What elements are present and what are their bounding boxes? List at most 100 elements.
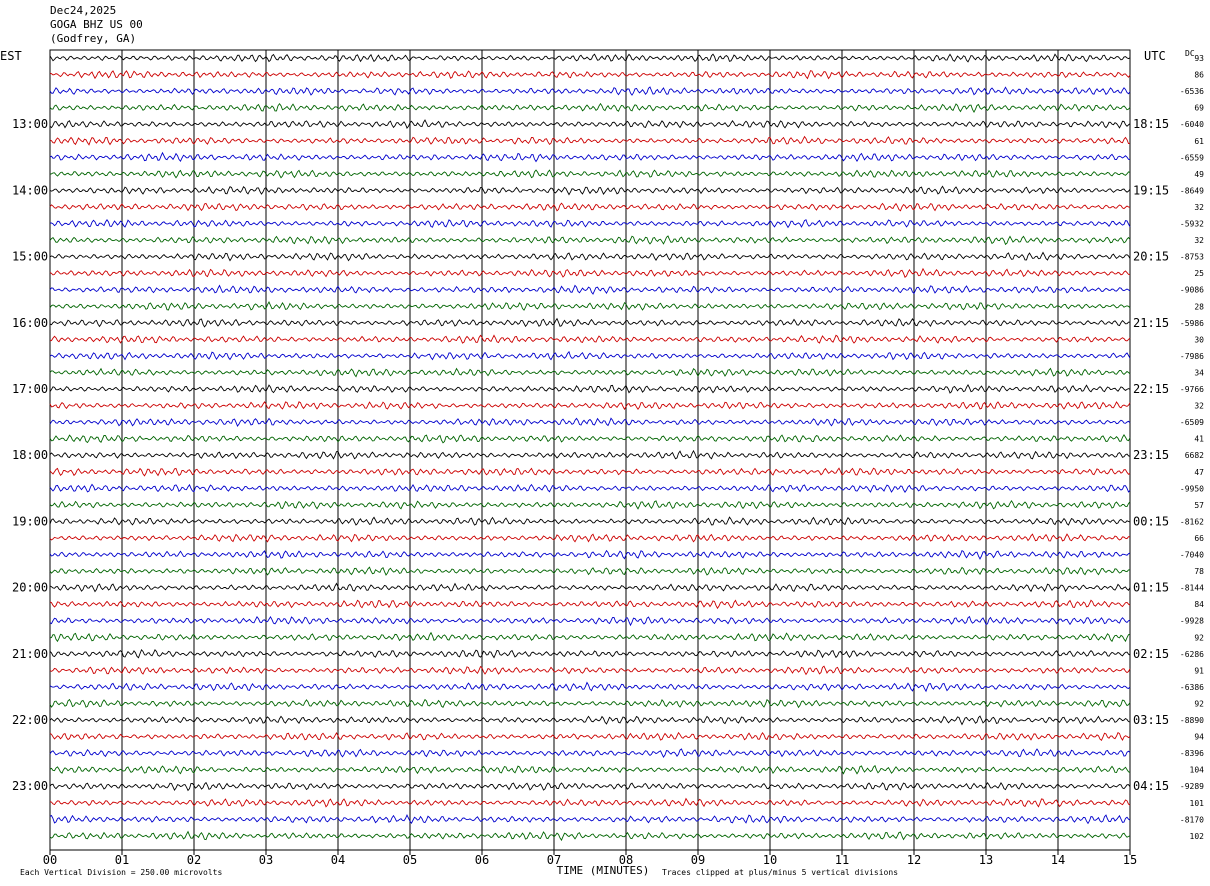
trace-line	[49, 102, 1131, 114]
x-tick-label: 11	[835, 853, 849, 867]
trace-line	[49, 549, 1131, 560]
dc-offset-label: -6536	[1180, 87, 1204, 96]
trace-line	[49, 715, 1131, 726]
dc-offset-label: -9086	[1180, 286, 1204, 295]
left-hour-label: 16:00	[12, 316, 48, 330]
right-hour-label: 02:15	[1133, 647, 1169, 661]
trace-line	[49, 434, 1131, 444]
trace-line	[49, 516, 1131, 526]
axis-labels: 00 01 02 03 04 05 06 07 08 09 10 11 12 13 14 15 TIME (MI…	[0, 49, 1204, 877]
scale-note: Each Vertical Division = 250.00 microvol…	[20, 868, 223, 877]
trace-line	[49, 169, 1131, 179]
trace-line	[49, 748, 1131, 758]
header-block: Dec24,2025 GOGA BHZ US 00 (Godfrey, GA)	[50, 4, 143, 46]
dc-offset-label: -8396	[1180, 749, 1204, 758]
dc-offset-label: -9950	[1180, 484, 1204, 493]
x-tick-label: 03	[259, 853, 273, 867]
trace-line	[49, 582, 1131, 593]
dc-label: DC	[1185, 49, 1195, 58]
trace-line	[49, 70, 1131, 80]
dc-offset-label: 84	[1194, 600, 1204, 609]
dc-offset-label: -7986	[1180, 352, 1204, 361]
left-hour-label: 22:00	[12, 713, 48, 727]
dc-offset-label: 69	[1194, 104, 1204, 113]
left-hour-label: 23:00	[12, 779, 48, 793]
right-hour-label: 19:15	[1133, 183, 1169, 197]
right-timezone-label: UTC	[1144, 49, 1166, 63]
dc-offset-label: -9766	[1180, 385, 1204, 394]
dc-offset-label: 101	[1190, 799, 1205, 808]
left-hour-label: 17:00	[12, 382, 48, 396]
chart-grid	[49, 49, 1131, 855]
left-hour-label: 19:00	[12, 514, 48, 528]
x-tick-label: 01	[115, 853, 129, 867]
dc-offset-label: 30	[1194, 335, 1204, 344]
x-tick-label: 04	[331, 853, 345, 867]
location-label: (Godfrey, GA)	[50, 32, 137, 45]
trace-line	[49, 367, 1131, 378]
dc-offset-label: 78	[1194, 567, 1204, 576]
trace-line	[49, 401, 1131, 411]
trace-line	[49, 202, 1131, 212]
trace-line	[49, 781, 1131, 792]
trace-line	[49, 764, 1131, 775]
right-hour-label: 22:15	[1133, 382, 1169, 396]
x-tick-label: 14	[1051, 853, 1065, 867]
x-tick-label: 02	[187, 853, 201, 867]
x-tick-label: 12	[907, 853, 921, 867]
x-tick-label: 15	[1123, 853, 1137, 867]
trace-line	[49, 649, 1131, 659]
dc-offset-label: -8890	[1180, 716, 1204, 725]
dc-offset-label: 47	[1194, 468, 1204, 477]
x-tick-label: 05	[403, 853, 417, 867]
trace-line	[49, 698, 1131, 709]
trace-line	[49, 185, 1131, 196]
trace-line	[49, 615, 1131, 627]
right-hour-label: 20:15	[1133, 250, 1169, 264]
x-tick-label: 00	[43, 853, 57, 867]
x-tick-label: 08	[619, 853, 633, 867]
dc-offset-label: 102	[1190, 832, 1205, 841]
dc-offset-label: 57	[1194, 501, 1204, 510]
dc-offset-label: 32	[1194, 203, 1204, 212]
dc-offset-label: 92	[1194, 699, 1204, 708]
x-tick-label: 13	[979, 853, 993, 867]
trace-line	[49, 334, 1131, 344]
trace-line	[49, 317, 1131, 328]
dc-offset-label: 32	[1194, 402, 1204, 411]
trace-line	[49, 53, 1131, 63]
dc-offset-label: -5932	[1180, 220, 1204, 229]
trace-line	[49, 681, 1131, 693]
trace-line	[49, 797, 1131, 808]
x-tick-label: 10	[763, 853, 777, 867]
trace-line	[49, 731, 1131, 741]
right-hour-label: 03:15	[1133, 713, 1169, 727]
dc-offset-label: 93	[1194, 54, 1204, 63]
left-hour-label: 21:00	[12, 647, 48, 661]
dc-offset-label: -9289	[1180, 782, 1204, 791]
left-hour-label: 13:00	[12, 117, 48, 131]
clip-note: Traces clipped at plus/minus 5 vertical …	[662, 868, 899, 877]
dc-offset-label: -9928	[1180, 617, 1204, 626]
station-label: GOGA BHZ US 00	[50, 18, 143, 31]
left-hour-label: 14:00	[12, 183, 48, 197]
dc-offset-label: 6682	[1185, 451, 1204, 460]
dc-offset-label: -7040	[1180, 551, 1204, 560]
trace-line	[49, 219, 1131, 229]
trace-line	[49, 499, 1131, 510]
trace-line	[49, 119, 1131, 129]
right-hour-label: 18:15	[1133, 117, 1169, 131]
trace-line	[49, 267, 1131, 278]
left-hour-label: 18:00	[12, 448, 48, 462]
dc-offset-label: -6386	[1180, 683, 1204, 692]
dc-offset-label: 61	[1194, 137, 1204, 146]
trace-line	[49, 830, 1131, 842]
trace-line	[49, 251, 1131, 262]
right-hour-label: 21:15	[1133, 316, 1169, 330]
trace-line	[49, 135, 1131, 146]
trace-line	[49, 86, 1131, 96]
trace-line	[49, 483, 1131, 493]
dc-offset-label: 41	[1194, 435, 1204, 444]
dc-offset-label: -8144	[1180, 584, 1204, 593]
